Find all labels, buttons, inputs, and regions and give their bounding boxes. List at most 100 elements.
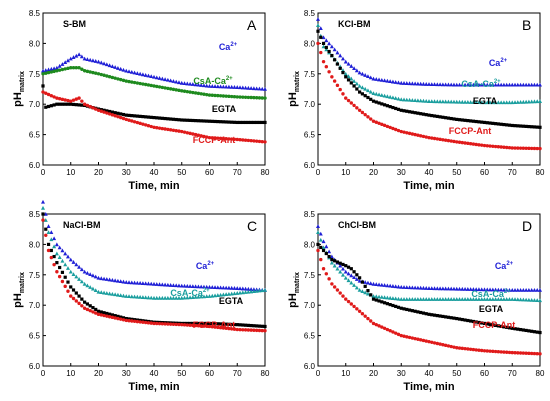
data-point [319, 245, 323, 250]
data-point [368, 281, 373, 286]
data-point [104, 62, 109, 67]
data-point [163, 295, 168, 300]
data-point [476, 82, 481, 87]
data-point [515, 288, 520, 292]
data-point [165, 77, 170, 82]
data-point [119, 77, 123, 82]
data-point [482, 120, 487, 125]
data-point [460, 82, 465, 87]
data-point [46, 104, 51, 109]
data-point [182, 118, 187, 122]
data-point [518, 288, 523, 292]
data-point [102, 276, 107, 281]
data-point [60, 62, 65, 66]
data-point [410, 98, 415, 102]
data-point [429, 297, 434, 301]
data-point [91, 310, 95, 314]
data-point [491, 144, 495, 148]
data-point [349, 76, 354, 81]
data-point [79, 267, 84, 272]
data-point [505, 123, 509, 127]
data-point [157, 116, 162, 120]
data-point [127, 317, 131, 321]
data-point [352, 304, 356, 309]
data-point [344, 75, 348, 79]
data-point [176, 283, 181, 288]
data-point [471, 100, 476, 104]
data-point [99, 290, 104, 295]
data-point [121, 116, 126, 121]
data-point [80, 67, 84, 71]
data-point [438, 286, 443, 291]
series-label: CsA-Ca2+ [193, 76, 233, 86]
y-tick-label: 7.0 [304, 100, 316, 109]
data-point [154, 75, 159, 80]
data-point [243, 85, 248, 90]
data-point [116, 314, 120, 318]
data-point [124, 318, 128, 323]
data-point [188, 131, 192, 136]
data-point [535, 99, 540, 104]
data-point [377, 299, 381, 303]
data-point [135, 120, 140, 125]
data-point [526, 82, 531, 87]
data-point [332, 263, 337, 268]
data-point [41, 199, 45, 204]
data-point [174, 295, 179, 300]
data-point [510, 326, 514, 330]
data-point [490, 297, 495, 301]
data-point [499, 324, 503, 328]
data-point [515, 82, 520, 87]
data-point [521, 82, 526, 87]
data-point [516, 124, 520, 128]
data-point [127, 113, 131, 117]
data-point [382, 326, 387, 331]
x-tick-label: 60 [205, 369, 214, 378]
data-point [455, 140, 459, 144]
data-point [152, 115, 156, 120]
data-point [532, 125, 537, 129]
data-point [416, 310, 420, 314]
data-point [116, 316, 120, 321]
data-point [332, 47, 337, 52]
data-point [427, 339, 431, 344]
data-point [388, 283, 393, 288]
data-point [482, 82, 487, 87]
data-point [457, 297, 462, 301]
chart-panel-a: 0 10 20 30 40 50 60 70 80 6.0 6.5 7.0 7.5 8.0 8.5 Time,… [12, 9, 270, 192]
data-point [215, 285, 220, 290]
data-point [352, 79, 357, 83]
data-point [396, 284, 401, 289]
data-point [149, 115, 153, 119]
data-point [493, 349, 498, 354]
data-point [107, 112, 112, 116]
data-point [146, 321, 151, 325]
data-point [116, 111, 120, 115]
data-point [491, 323, 495, 327]
data-point [196, 91, 201, 96]
data-point [460, 297, 465, 301]
data-point [421, 311, 426, 315]
data-point [241, 323, 245, 327]
data-point [110, 291, 115, 296]
data-point [407, 308, 412, 312]
data-point [327, 249, 332, 254]
data-point [416, 133, 420, 137]
data-point [54, 242, 59, 247]
data-point [52, 236, 57, 241]
data-point [371, 76, 376, 81]
data-point [421, 297, 426, 301]
data-point [424, 98, 429, 103]
data-point [457, 317, 462, 321]
data-point [60, 97, 65, 102]
data-point [340, 266, 345, 271]
data-point [102, 311, 106, 315]
data-point [396, 128, 401, 133]
data-point [99, 310, 103, 314]
data-point [524, 288, 529, 292]
data-point [263, 96, 267, 100]
data-point [241, 138, 245, 142]
data-point [468, 82, 473, 87]
data-point [449, 116, 453, 121]
series-label: EGTA [479, 304, 504, 314]
